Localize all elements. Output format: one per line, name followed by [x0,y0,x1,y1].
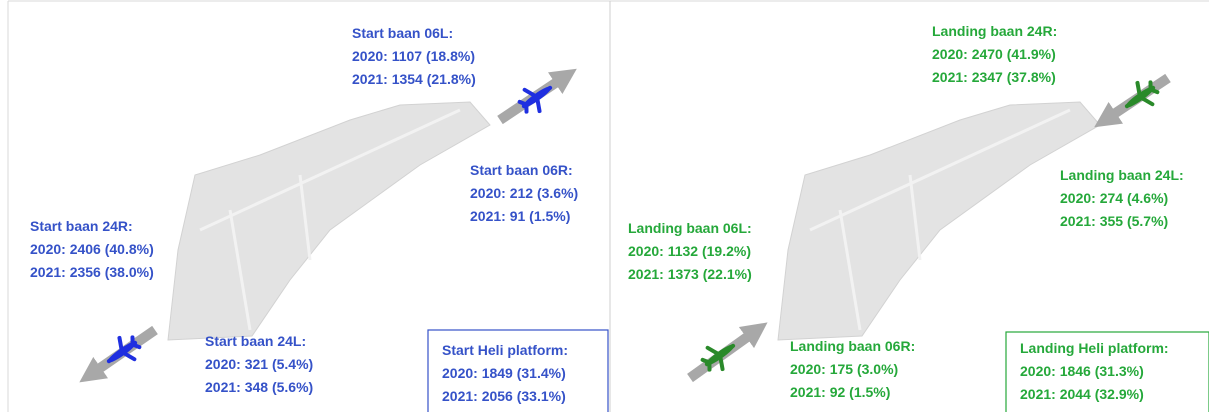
label-title: Landing baan 06R: [790,338,915,354]
label-line: 2021: 1373 (22.1%) [628,266,752,282]
label-line: 2021: 91 (1.5%) [470,208,570,224]
label-title: Start baan 06R: [470,162,573,178]
label-line: 2021: 2056 (33.1%) [442,388,566,404]
label-title: Start baan 24L: [205,333,306,349]
label-line: 2021: 2044 (32.9%) [1020,386,1144,402]
heli-box [1005,331,1209,412]
label-title: Landing baan 24L: [1060,167,1184,183]
label-title: Landing baan 24R: [932,23,1057,39]
label-line: 2020: 1846 (31.3%) [1020,363,1144,379]
arrow-landing-24r [1094,73,1171,128]
label-line: 2021: 348 (5.6%) [205,379,313,395]
label-title: Landing baan 06L: [628,220,752,236]
label-line: 2020: 321 (5.4%) [205,356,313,372]
label-line: 2021: 92 (1.5%) [790,384,890,400]
label-line: 2020: 1132 (19.2%) [628,243,751,259]
label-line: 2020: 2470 (41.9%) [932,46,1056,62]
label-line: 2021: 1354 (21.8%) [352,71,476,87]
arrow-06l [497,68,577,125]
label-line: 2020: 2406 (40.8%) [30,241,154,257]
label-title: Start baan 24R: [30,218,133,234]
label-line: 2021: 355 (5.7%) [1060,213,1168,229]
arrow-landing-06l [687,322,768,383]
label-line: 2020: 1849 (31.4%) [442,365,566,381]
label-line: 2020: 212 (3.6%) [470,185,578,201]
label-title: Landing Heli platform: [1020,340,1169,356]
label-line: 2020: 175 (3.0%) [790,361,898,377]
label-line: 2020: 274 (4.6%) [1060,190,1168,206]
label-line: 2021: 2347 (37.8%) [932,69,1056,85]
label-title: Start Heli platform: [442,342,568,358]
airport-left [167,101,491,341]
label-line: 2020: 1107 (18.8%) [352,48,475,64]
arrow-24r [79,325,158,383]
label-line: 2021: 2356 (38.0%) [30,264,154,280]
airport-right [777,101,1101,341]
label-title: Start baan 06L: [352,25,453,41]
heli-box [427,329,609,412]
